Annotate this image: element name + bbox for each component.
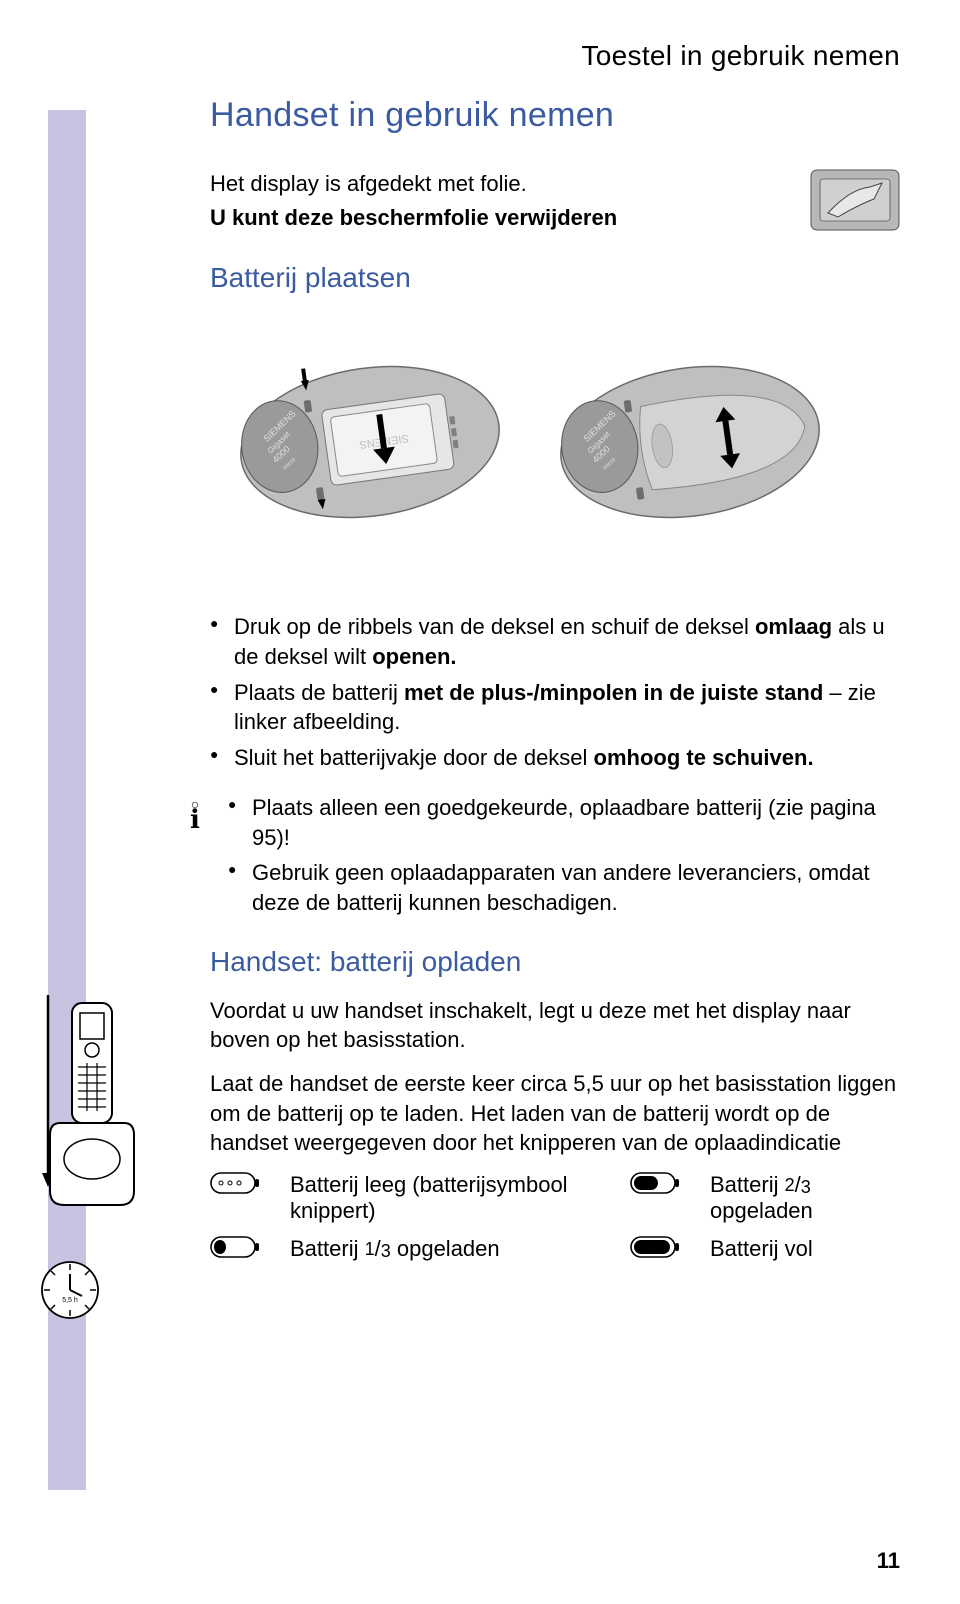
info-icon: ○ ℹ [180, 793, 210, 833]
section2-title: Batterij plaatsen [210, 262, 900, 294]
section3-title: Handset: batterij opladen [210, 946, 900, 978]
intro-line1: Het display is afgedekt met folie. [210, 169, 780, 199]
battery-state-icon [630, 1236, 690, 1264]
handset-on-base-icon [30, 995, 140, 1275]
info-bullet-item: Plaats alleen een goedgekeurde, oplaadba… [228, 793, 900, 852]
battery-diagram: SIEMENS Gigaset 4000 micro SIEMENS [210, 312, 900, 582]
battery-state-label: Batterij vol [710, 1236, 900, 1262]
running-header: Toestel in gebruik nemen [60, 40, 900, 72]
battery-state-icon [210, 1236, 270, 1264]
section3-para1: Voordat u uw handset inschakelt, legt u … [210, 996, 900, 1055]
info-note: ○ ℹ Plaats alleen een goedgekeurde, opla… [180, 793, 900, 938]
battery-state-icon [630, 1172, 690, 1200]
battery-state-label: Batterij leeg (batterijsymbool knippert) [290, 1172, 610, 1224]
section2-bullet-list: Druk op de ribbels van de deksel en schu… [210, 612, 900, 772]
battery-state-icon [210, 1172, 270, 1200]
main-content-column: Handset in gebruik nemen Het display is … [210, 96, 900, 1264]
battery-state-label: Batterij 1/3 opgeladen [290, 1236, 610, 1262]
clock-label: 5,5 h [62, 1297, 78, 1304]
battery-state-label: Batterij 2/3 opgeladen [710, 1172, 900, 1224]
page-number: 11 [877, 1548, 900, 1574]
bullet-item: Druk op de ribbels van de deksel en schu… [210, 612, 900, 671]
manual-page: 5,5 h Toestel in gebruik nemen Handset i… [0, 0, 960, 1604]
display-foil-icon [810, 169, 900, 236]
section3-para2: Laat de handset de eerste keer circa 5,5… [210, 1069, 900, 1158]
info-bullet-list: Plaats alleen een goedgekeurde, oplaadba… [228, 793, 900, 918]
bullet-item: Sluit het batterijvakje door de deksel o… [210, 743, 900, 773]
left-margin-column: 5,5 h [0, 0, 150, 1604]
section1-title: Handset in gebruik nemen [210, 96, 900, 135]
bullet-item: Plaats de batterij met de plus-/minpolen… [210, 678, 900, 737]
info-bullet-item: Gebruik geen oplaadapparaten van andere … [228, 858, 900, 917]
intro-line2: U kunt deze beschermfolie verwijderen [210, 203, 780, 233]
clock-icon: 5,5 h [38, 1258, 102, 1322]
battery-state-grid: Batterij leeg (batterijsymbool knippert)… [210, 1172, 900, 1264]
